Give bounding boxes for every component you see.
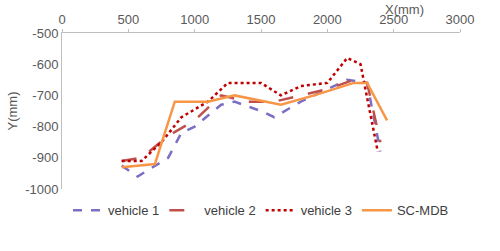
svg-text:2000: 2000 [313, 12, 342, 27]
svg-text:X(mm): X(mm) [385, 2, 424, 17]
svg-text:1000: 1000 [180, 12, 209, 27]
svg-text:SC-MDB: SC-MDB [397, 203, 448, 218]
svg-text:2500: 2500 [379, 12, 408, 27]
svg-text:-600: -600 [32, 57, 58, 72]
svg-text:vehicle 1: vehicle 1 [108, 203, 159, 218]
svg-text:-800: -800 [32, 119, 58, 134]
svg-text:500: 500 [117, 12, 139, 27]
svg-text:vehicle 2: vehicle 2 [204, 203, 255, 218]
svg-text:-500: -500 [32, 26, 58, 41]
svg-text:0: 0 [58, 12, 65, 27]
svg-text:-700: -700 [32, 88, 58, 103]
svg-text:-1000: -1000 [25, 182, 58, 197]
svg-text:-900: -900 [32, 150, 58, 165]
svg-text:Y(mm): Y(mm) [5, 92, 20, 131]
svg-text:3000: 3000 [446, 12, 475, 27]
svg-text:1500: 1500 [247, 12, 276, 27]
svg-text:vehicle 3: vehicle 3 [301, 203, 352, 218]
